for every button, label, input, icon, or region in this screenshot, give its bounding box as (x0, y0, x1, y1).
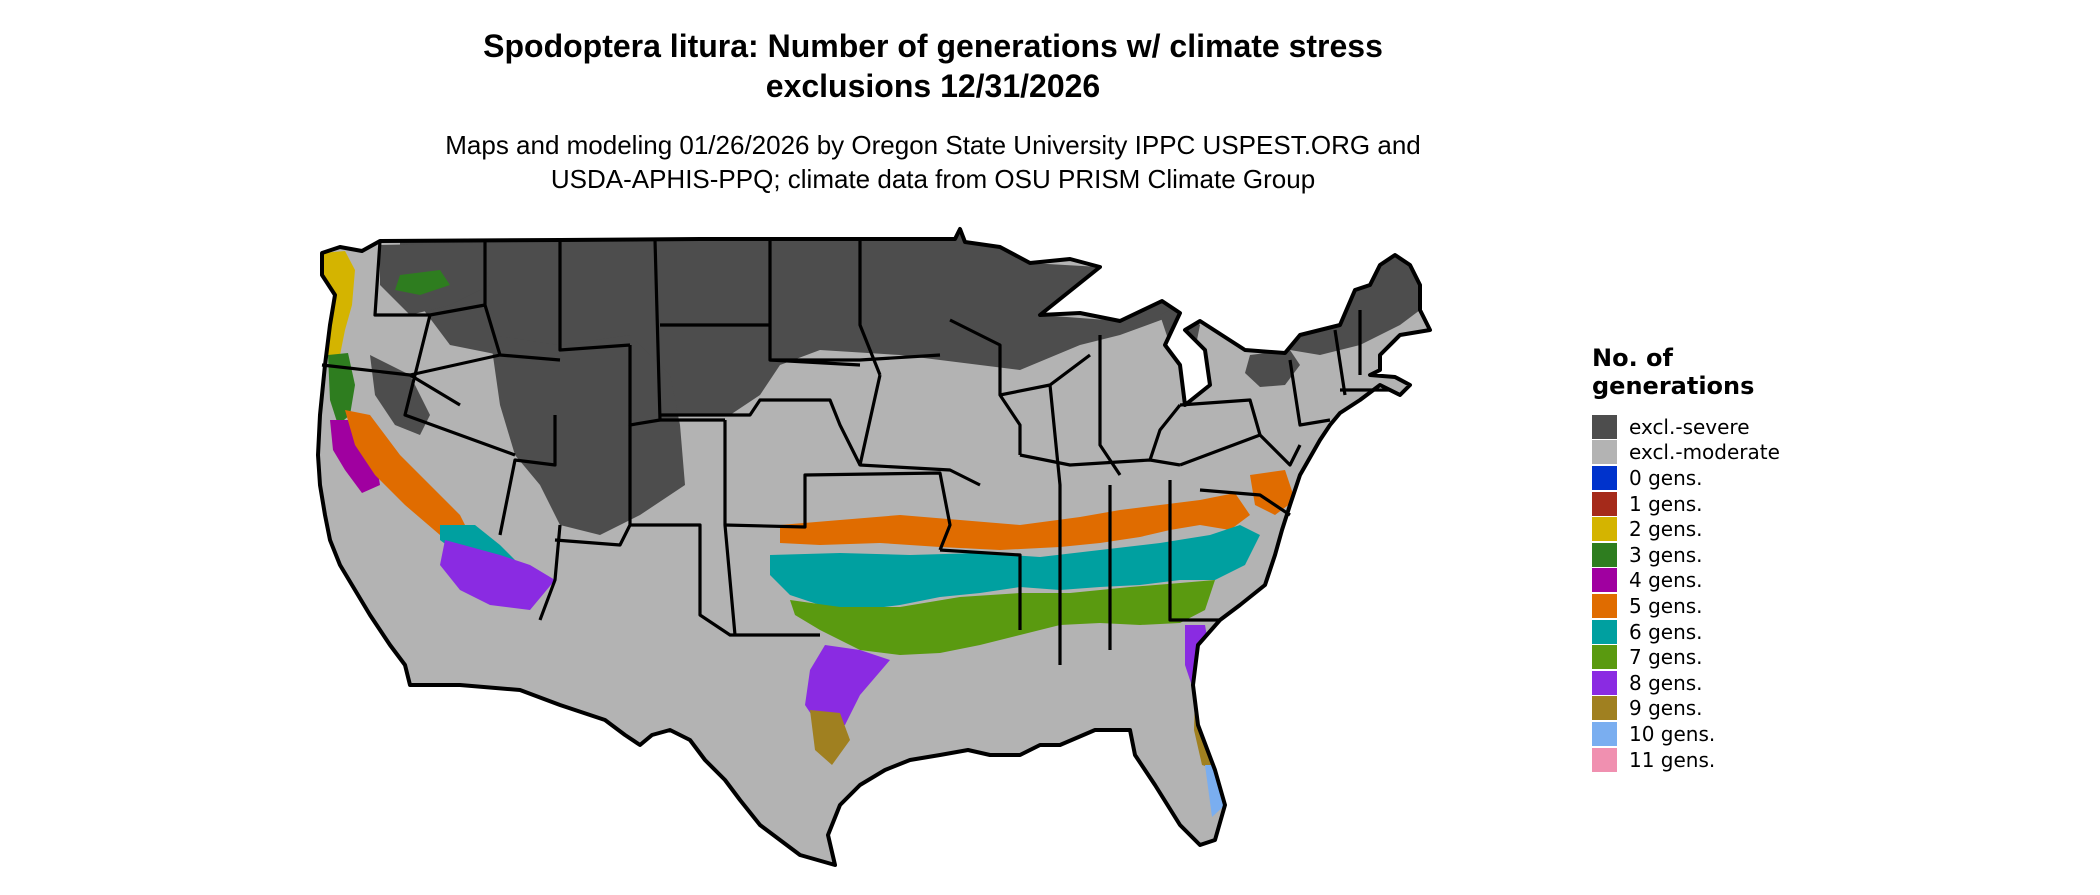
legend-swatch (1592, 491, 1617, 516)
legend-item: excl.-moderate (1592, 440, 1792, 466)
legend-item: 3 gens. (1592, 542, 1792, 568)
state-border (1148, 404, 1182, 461)
state-border (770, 353, 941, 362)
state-border (1333, 329, 1347, 396)
state-border (1199, 488, 1291, 517)
map-title-line1: Spodoptera litura: Number of generations… (483, 28, 1383, 64)
state-borders (321, 239, 1390, 665)
header: Spodoptera litura: Number of generations… (0, 26, 1866, 196)
legend-item: 8 gens. (1592, 670, 1792, 696)
state-border (403, 314, 516, 457)
legend-label: 10 gens. (1629, 721, 1716, 746)
legend-label: 2 gens. (1629, 517, 1703, 542)
legend-label: 0 gens. (1629, 465, 1703, 490)
legend-item: 4 gens. (1592, 568, 1792, 594)
legend-item: excl.-severe (1592, 414, 1792, 440)
state-border (1179, 398, 1262, 436)
zone-9gens-tx (810, 710, 850, 765)
zone-6gens-gulf (770, 525, 1260, 610)
legend-item: 9 gens. (1592, 696, 1792, 722)
state-border (1098, 335, 1122, 476)
map-subtitle-line1: Maps and modeling 01/26/2026 by Oregon S… (445, 130, 1421, 160)
legend-label: excl.-moderate (1629, 440, 1780, 465)
generation-zones (318, 229, 1430, 865)
state-border (373, 240, 486, 317)
us-map-svg (316, 227, 1432, 867)
map-subtitle: Maps and modeling 01/26/2026 by Oregon S… (0, 128, 1866, 196)
state-border (498, 415, 557, 536)
legend-label: 11 gens. (1629, 747, 1716, 772)
zone-5gens-south (780, 493, 1250, 550)
state-border (1048, 384, 1062, 555)
zone-3gens-wa (395, 270, 450, 295)
state-border (660, 398, 862, 466)
legend-swatch (1592, 670, 1617, 695)
us-map (300, 225, 1500, 895)
state-border (653, 239, 725, 422)
legend-swatch (1592, 414, 1617, 439)
zone-excl-severe-ny (1245, 350, 1300, 387)
legend-item: 6 gens. (1592, 619, 1792, 645)
legend: No. of generations excl.-severe excl.-mod… (1592, 344, 1792, 772)
legend-items: excl.-severe excl.-moderate 0 gens. 1 gens.… (1592, 414, 1792, 772)
state-border (630, 523, 820, 637)
legend-item: 5 gens. (1592, 593, 1792, 619)
state-border (858, 374, 981, 487)
legend-label: excl.-severe (1629, 414, 1750, 439)
state-border (1288, 359, 1331, 427)
legend-item: 2 gens. (1592, 516, 1792, 542)
state-border (939, 548, 1022, 630)
legend-swatch (1592, 440, 1617, 465)
legend-swatch (1592, 619, 1617, 644)
state-border (483, 240, 502, 356)
state-border (1179, 433, 1261, 467)
map-subtitle-line2: USDA-APHIS-PPQ; climate data from OSU PR… (550, 164, 1316, 194)
legend-item: 10 gens. (1592, 721, 1792, 747)
state-border (538, 524, 562, 621)
legend-label: 4 gens. (1629, 568, 1703, 593)
zone-4gens (330, 420, 380, 493)
state-border (1168, 480, 1220, 622)
legend-item: 0 gens. (1592, 465, 1792, 491)
state-border (554, 425, 632, 547)
legend-title-line2: generations (1592, 372, 1755, 400)
legend-item: 11 gens. (1592, 747, 1792, 773)
state-border (558, 240, 631, 352)
legend-item: 1 gens. (1592, 491, 1792, 517)
zone-5gens-ca (345, 410, 470, 535)
legend-label: 6 gens. (1629, 619, 1703, 644)
map-title-line2: exclusions 12/31/2026 (765, 68, 1101, 104)
legend-title-line1: No. of (1592, 344, 1673, 372)
zone-3gens-ca (328, 353, 355, 425)
legend-swatch (1592, 696, 1617, 721)
legend-swatch (1592, 645, 1617, 670)
zone-5gens-nc (1250, 470, 1295, 515)
legend-title: No. of generations (1592, 344, 1792, 400)
legend-swatch (1592, 542, 1617, 567)
country-outline (316, 227, 1432, 867)
zone-excl-severe-ca (370, 355, 430, 435)
legend-swatch (1592, 593, 1617, 618)
legend-swatch (1592, 517, 1617, 542)
legend-label: 9 gens. (1629, 696, 1703, 721)
legend-label: 1 gens. (1629, 491, 1703, 516)
state-border (409, 353, 561, 377)
legend-swatch (1592, 465, 1617, 490)
legend-swatch (1592, 721, 1617, 746)
legend-swatch (1592, 747, 1617, 772)
zone-excl-severe-ne (1290, 255, 1420, 355)
zone-8gens-az (440, 540, 555, 610)
zone-excl-severe-rockies (490, 335, 685, 535)
legend-label: 3 gens. (1629, 542, 1703, 567)
legend-label: 8 gens. (1629, 670, 1703, 695)
legend-label: 7 gens. (1629, 645, 1703, 670)
state-border (724, 471, 952, 551)
map-title: Spodoptera litura: Number of generations… (0, 26, 1866, 106)
legend-item: 7 gens. (1592, 644, 1792, 670)
state-border (1258, 433, 1302, 467)
legend-label: 5 gens. (1629, 593, 1703, 618)
legend-swatch (1592, 568, 1617, 593)
